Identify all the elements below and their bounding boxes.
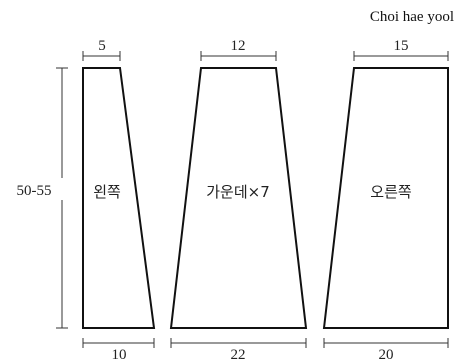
panel-right-label: 오른쪽 bbox=[370, 183, 412, 201]
panel-right-shape bbox=[322, 67, 449, 329]
panel-center-shape bbox=[169, 67, 308, 329]
panel-center-label: 가운데×7 bbox=[206, 183, 270, 201]
panel-left-label: 왼쪽 bbox=[93, 183, 121, 201]
panel-left-top-dimension: 5 bbox=[82, 38, 121, 61]
panel-center-bottom-width: 22 bbox=[231, 347, 246, 362]
panel-right-top-dimension: 15 bbox=[353, 38, 449, 61]
panel-right: 오른쪽 15 20 bbox=[322, 38, 449, 362]
panel-center-top-dimension: 12 bbox=[200, 38, 277, 61]
panel-left-shape bbox=[82, 67, 156, 329]
panel-left: 왼쪽 5 10 bbox=[82, 38, 156, 362]
panel-left-bottom-width: 10 bbox=[112, 347, 127, 362]
panel-right-bottom-dimension: 20 bbox=[323, 338, 449, 362]
panel-right-top-width: 15 bbox=[394, 38, 409, 54]
panel-center-top-width: 12 bbox=[231, 38, 246, 54]
author-label: Choi hae yool bbox=[370, 9, 454, 25]
panel-left-bottom-dimension: 10 bbox=[82, 338, 155, 362]
panel-center-bottom-dimension: 22 bbox=[170, 338, 307, 362]
height-dimension: 50-55 bbox=[17, 67, 70, 329]
panel-left-top-width: 5 bbox=[98, 38, 106, 54]
panel-right-bottom-width: 20 bbox=[379, 347, 394, 362]
height-label: 50-55 bbox=[17, 183, 52, 199]
panel-center: 가운데×7 12 22 bbox=[169, 38, 308, 362]
